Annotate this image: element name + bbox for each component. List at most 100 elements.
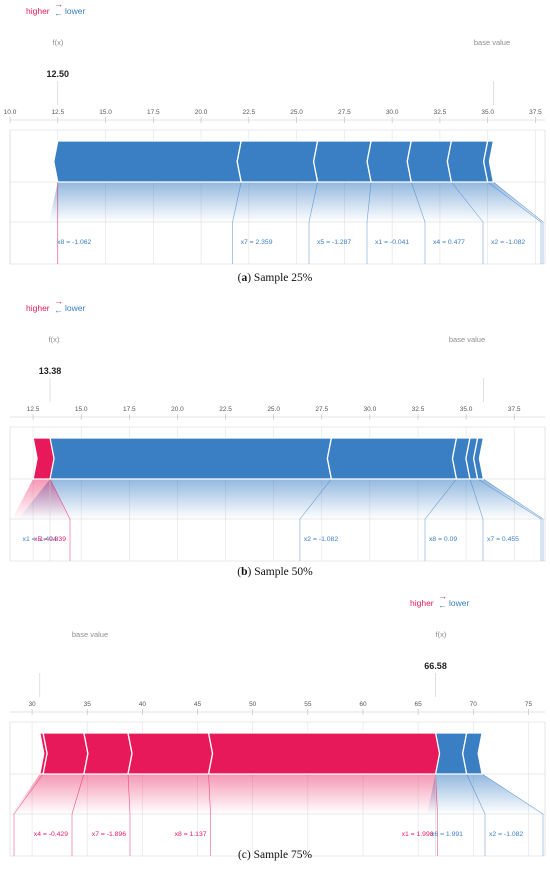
negative-feature-label: x4 = 0.477 [433,239,465,246]
negative-feature-bar [326,437,458,480]
negative-feature-band [18,479,332,519]
base-value-label: base value [449,335,485,344]
force-plot-a: higher →← lower f(x) base value 12.50 10.0 12.5… [4,0,546,284]
x-tick-label: 20.0 [171,406,184,413]
legend-arrow-left: ← [54,305,63,315]
x-tick-label: 32.5 [412,406,425,413]
caption-open: ( [238,849,242,861]
negative-feature-band [425,479,483,519]
x-tick-label: 55 [304,701,312,708]
x-tick-label: 35.0 [481,109,494,116]
negative-feature-bar [53,140,242,183]
positive-feature-bar [32,437,55,480]
x-tick-label: 70 [470,701,478,708]
output-value: 66.58 [424,661,447,671]
positive-feature-band [128,774,211,814]
legend-lower: lower [65,6,85,16]
negative-feature-bar [406,140,453,183]
positive-feature-bar [207,732,441,775]
x-tick-label: 22.5 [219,406,232,413]
x-tick-label: 32.5 [434,109,447,116]
x-tick-label: 30.0 [364,406,377,413]
legend-arrow-right: → [438,591,447,601]
caption: (c) Sample 75% [238,849,313,861]
output-value: 13.38 [39,366,62,376]
x-tick-label: 37.5 [508,406,521,413]
positive-feature-bar [83,732,133,775]
negative-feature-connector [483,478,544,520]
positive-feature-label: x4 = -0.429 [34,831,68,838]
negative-feature-band [427,774,485,814]
caption-open: ( [238,272,242,284]
x-tick-label: 35 [84,701,92,708]
caption-letter: c [242,849,247,861]
negative-feature-bar [472,437,485,480]
x-tick-label: 17.5 [147,109,160,116]
legend-higher: higher [26,6,50,16]
positive-feature-connector [435,773,438,815]
caption-close: ) [247,849,251,861]
positive-feature-bar [127,732,214,775]
legend-lower: lower [449,598,469,608]
positive-feature-band [14,774,84,814]
negative-feature-connector [481,773,544,815]
x-tick-label: 27.5 [315,406,328,413]
x-tick-label: 22.5 [243,109,256,116]
caption-open: ( [237,566,241,578]
negative-feature-band [466,774,543,814]
caption-text: Sample 25% [251,272,313,284]
caption-close: ) [248,566,252,578]
negative-feature-bar [45,437,333,480]
positive-feature-band [12,774,44,814]
negative-feature-label: x1 = -0.041 [375,239,409,246]
negative-feature-label: x8 = -1.062 [57,239,91,246]
x-tick-label: 30 [28,701,36,708]
x-tick-label: 12.5 [51,109,64,116]
positive-feature-label: x1 = 1.998 [402,831,434,838]
negative-feature-label: x1 = -1.494 [23,536,57,543]
negative-feature-bar [446,140,489,183]
x-tick-label: 10.0 [4,109,17,116]
negative-feature-label: x7 = 2.359 [241,239,273,246]
fx-label: f(x) [436,630,447,639]
x-tick-label: 12.5 [27,406,40,413]
positive-feature-band [208,774,438,814]
negative-feature-bar [462,732,483,775]
x-tick-label: 75 [525,701,533,708]
x-tick-label: 25.0 [267,406,280,413]
x-tick-label: 35.0 [460,406,473,413]
positive-feature-band [72,774,130,814]
x-tick-label: 65 [415,701,423,708]
legend: higher →← lower [410,591,469,610]
x-tick-label: 27.5 [338,109,351,116]
legend-arrow-left: ← [54,8,63,18]
negative-feature-bar [236,140,319,183]
legend-arrow-right: → [54,296,63,306]
positive-feature-bar [42,732,89,775]
force-plot-c: higher →← lower f(x) base value 66.58 30 35 40 45… [9,591,546,861]
negative-feature-band [309,182,372,222]
x-tick-label: 15.0 [99,109,112,116]
negative-feature-band [232,182,318,222]
negative-feature-connector [493,181,544,223]
x-tick-label: 40 [139,701,147,708]
base-value-label: base value [474,38,510,47]
positive-feature-label: x8 = 1.137 [175,831,207,838]
negative-feature-label: x2 = -1.082 [304,536,338,543]
x-tick-label: 37.5 [529,109,542,116]
legend: higher →← lower [26,0,85,18]
caption-text: Sample 75% [251,849,313,861]
base-value-label: base value [72,630,108,639]
negative-feature-label: x2 = -1.082 [489,831,523,838]
negative-feature-band [477,479,543,519]
negative-feature-bar [312,140,372,183]
x-tick-label: 60 [359,701,367,708]
caption-text: Sample 50% [251,566,313,578]
negative-feature-band [411,182,483,222]
negative-feature-band [367,182,425,222]
negative-feature-label: x2 = -1.082 [491,239,525,246]
negative-feature-band [299,479,457,519]
negative-feature-band [49,182,242,222]
x-tick-label: 17.5 [123,406,136,413]
